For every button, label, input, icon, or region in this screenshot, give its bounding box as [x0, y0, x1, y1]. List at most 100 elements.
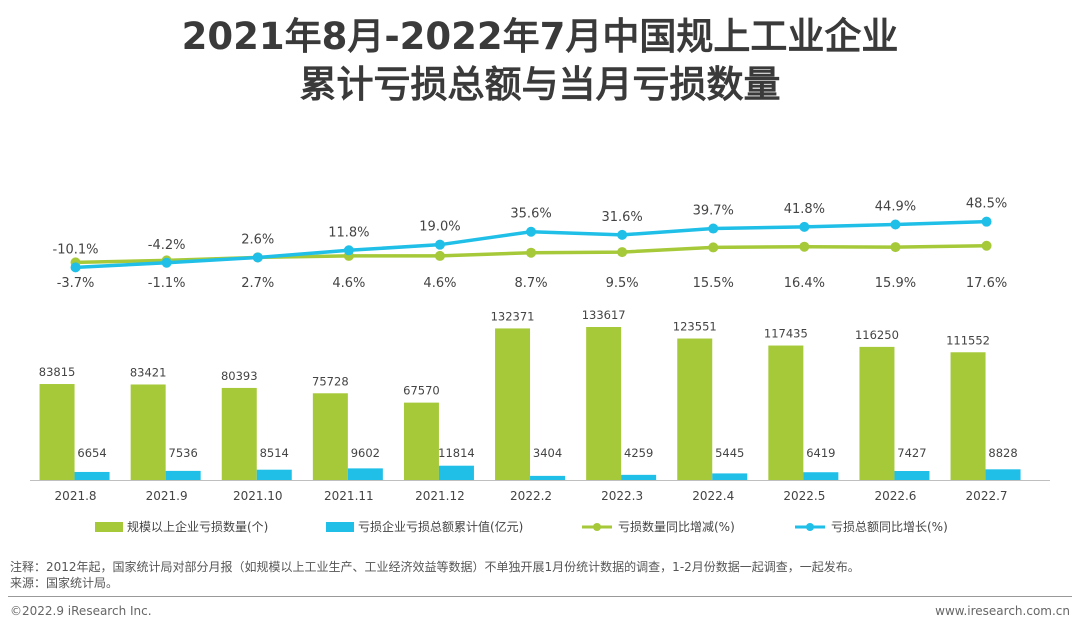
- amount-yoy-point: [343, 245, 354, 256]
- bar-loss-count: [403, 402, 439, 480]
- bar-loss-amount-label: 9602: [351, 446, 380, 460]
- amount-yoy-label: 39.7%: [693, 204, 734, 219]
- count-yoy-label: 4.6%: [332, 276, 365, 291]
- bar-loss-amount: [347, 468, 383, 480]
- bar-loss-count-label: 132371: [491, 309, 535, 323]
- x-tick-label: 2022.7: [966, 489, 1008, 503]
- legend-label-count-bar: 规模以上企业亏损数量(个): [127, 519, 268, 534]
- amount-yoy-label: 31.6%: [601, 210, 642, 225]
- count-yoy-point: [799, 241, 810, 252]
- bar-loss-amount: [621, 474, 657, 480]
- count-yoy-label: 15.5%: [693, 276, 734, 291]
- bar-loss-count: [312, 393, 348, 480]
- combo-chart: 83815 6654 2021.8 83421 7536 2021.9 80393 8514 2…: [30, 197, 1050, 534]
- amount-yoy-point: [434, 239, 445, 250]
- count-yoy-label: 15.9%: [875, 276, 916, 291]
- count-yoy-point: [890, 242, 901, 253]
- legend-marker-amount-line: [806, 523, 814, 531]
- bar-loss-count-label: 80393: [221, 369, 258, 383]
- bar-loss-amount: [985, 469, 1021, 480]
- amount-yoy-label: 2.6%: [241, 232, 274, 247]
- x-tick-label: 2021.11: [324, 489, 374, 503]
- bar-loss-amount-label: 8514: [260, 446, 289, 460]
- bar-loss-count-label: 117435: [764, 327, 808, 341]
- legend-swatch-count-bar: [95, 522, 123, 532]
- x-tick-label: 2022.5: [783, 489, 825, 503]
- bar-loss-count: [859, 346, 895, 480]
- bar-loss-amount: [712, 473, 748, 480]
- amount-yoy-point: [252, 252, 263, 263]
- bar-loss-amount: [894, 471, 930, 480]
- legend-label-amount-bar: 亏损企业亏损总额累计值(亿元): [358, 519, 523, 534]
- bar-loss-amount-label: 4259: [624, 446, 653, 460]
- count-yoy-point: [617, 247, 628, 258]
- x-tick-label: 2021.9: [146, 489, 188, 503]
- amount-yoy-point: [890, 219, 901, 230]
- bar-loss-count-label: 83421: [130, 365, 167, 379]
- bar-loss-amount-label: 11814: [438, 446, 475, 460]
- count-yoy-label: 9.5%: [606, 276, 639, 291]
- bar-loss-count-label: 133617: [582, 308, 626, 322]
- count-yoy-label: -3.7%: [57, 276, 95, 291]
- footer-divider: [8, 596, 1072, 597]
- chart-title-line2: 累计亏损总额与当月亏损数量: [299, 63, 781, 106]
- legend-marker-count-line: [593, 523, 601, 531]
- x-tick-label: 2021.12: [415, 489, 465, 503]
- amount-yoy-label: -10.1%: [53, 242, 99, 257]
- x-tick-label: 2022.3: [601, 489, 643, 503]
- count-yoy-label: 2.7%: [241, 276, 274, 291]
- source-note: 来源：国家统计局。: [10, 576, 119, 590]
- bar-loss-count: [768, 345, 804, 480]
- bar-loss-count-label: 111552: [946, 333, 990, 347]
- bar-loss-amount-label: 8828: [988, 446, 1017, 460]
- x-tick-label: 2022.2: [510, 489, 552, 503]
- chart-title-line1: 2021年8月-2022年7月中国规上工业企业: [181, 15, 899, 58]
- amount-yoy-label: 41.8%: [784, 202, 825, 217]
- amount-yoy-point: [981, 216, 992, 227]
- bar-loss-count-label: 75728: [312, 374, 349, 388]
- footnote: 注释：2012年起，国家统计局对部分月报（如规模以上工业生产、工业经济效益等数据…: [10, 560, 860, 574]
- amount-yoy-point: [617, 229, 628, 240]
- bar-loss-count: [586, 327, 622, 480]
- amount-yoy-label: -4.2%: [148, 238, 186, 253]
- bar-loss-amount: [165, 470, 201, 480]
- bar-loss-count: [677, 338, 713, 480]
- amount-yoy-point: [526, 226, 537, 237]
- count-yoy-point: [981, 240, 992, 251]
- bar-loss-count: [221, 387, 257, 480]
- legend-label-amount-line: 亏损总额同比增长(%): [831, 520, 948, 534]
- count-yoy-point: [434, 250, 445, 261]
- count-yoy-label: 17.6%: [966, 276, 1007, 291]
- website: www.iresearch.com.cn: [935, 604, 1070, 618]
- count-yoy-point: [708, 242, 719, 253]
- bar-loss-count: [130, 384, 166, 480]
- amount-yoy-point: [70, 262, 81, 273]
- x-tick-label: 2022.6: [874, 489, 916, 503]
- amount-yoy-label: 48.5%: [966, 197, 1007, 212]
- bar-loss-count: [495, 328, 531, 480]
- amount-yoy-point: [799, 221, 810, 232]
- x-tick-label: 2022.4: [692, 489, 734, 503]
- bar-loss-amount-label: 3404: [533, 446, 562, 460]
- bar-loss-amount-label: 7427: [897, 446, 926, 460]
- count-yoy-label: 4.6%: [423, 276, 456, 291]
- amount-yoy-label: 19.0%: [419, 220, 460, 235]
- count-yoy-point: [526, 247, 537, 258]
- bar-loss-amount-label: 5445: [715, 446, 744, 460]
- x-tick-label: 2021.8: [55, 489, 97, 503]
- amount-yoy-point: [708, 223, 719, 234]
- bar-loss-count-label: 67570: [403, 384, 440, 398]
- bar-loss-amount-label: 6654: [77, 446, 106, 460]
- bar-loss-amount: [803, 472, 839, 480]
- count-yoy-label: 8.7%: [515, 276, 548, 291]
- bar-loss-count: [39, 384, 75, 480]
- bar-loss-amount: [256, 469, 292, 480]
- bar-loss-count: [950, 352, 986, 480]
- legend-label-count-line: 亏损数量同比增减(%): [618, 519, 735, 534]
- bar-loss-count-label: 83815: [39, 365, 76, 379]
- bar-loss-amount-label: 7536: [169, 446, 198, 460]
- bar-loss-amount: [438, 465, 474, 480]
- bar-loss-amount-label: 6419: [806, 446, 835, 460]
- x-tick-label: 2021.10: [233, 489, 283, 503]
- amount-yoy-label: 11.8%: [328, 225, 369, 240]
